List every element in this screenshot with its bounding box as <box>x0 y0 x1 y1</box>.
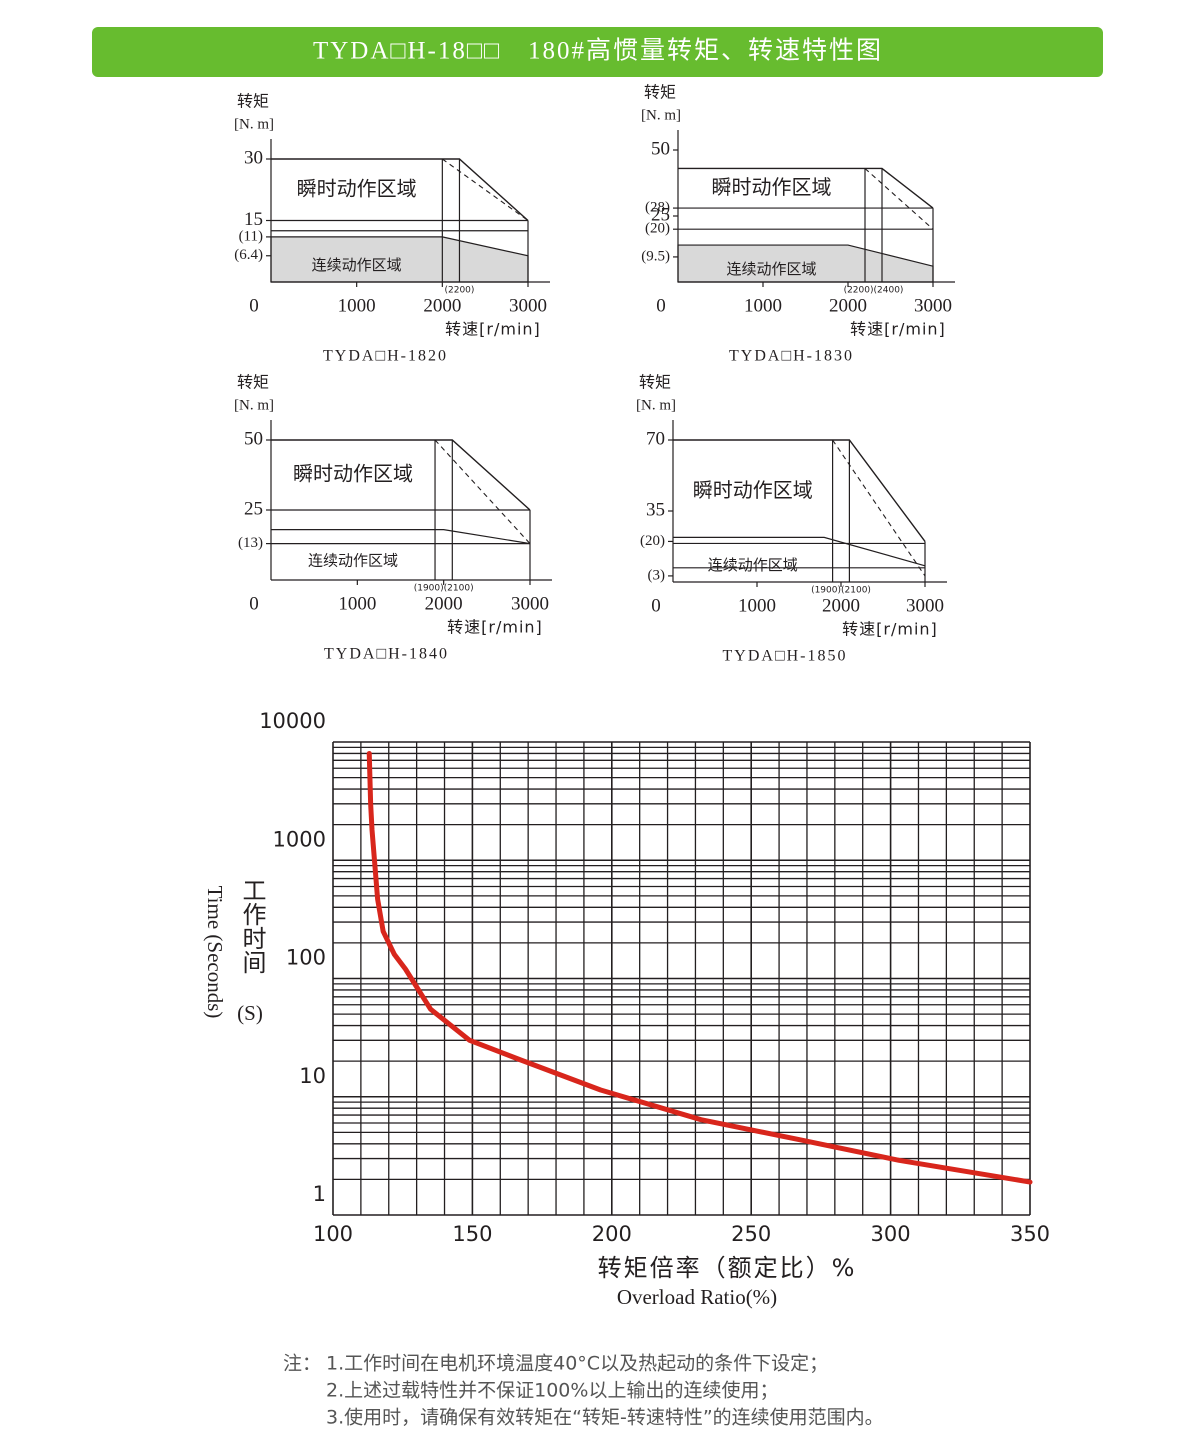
speed-label: (2400) <box>874 286 904 296</box>
x-tick-label: 3000 <box>511 593 549 614</box>
instant-label: 瞬时动作区域 <box>297 176 417 200</box>
x-axis-label: 转速[r/min] <box>445 320 541 339</box>
model-label: TYDA□H-1820 <box>323 348 448 365</box>
x-axis-label: 转速[r/min] <box>842 620 938 639</box>
x-tick-label: 0 <box>656 295 666 316</box>
y-tick-label: 50 <box>651 138 670 159</box>
dashed-line <box>434 439 531 544</box>
notes-label: 注： <box>283 1353 321 1375</box>
y-axis-label: Time (Seconds) <box>203 886 227 1019</box>
y-tick-label: (20) <box>645 221 670 237</box>
x-tick-label: 3000 <box>914 295 952 316</box>
model-label: TYDA□H-1830 <box>729 348 854 365</box>
y-axis-unit: [N. m] <box>234 397 274 413</box>
x-tick-label: 200 <box>592 1222 632 1246</box>
y-tick-label: 100 <box>286 946 326 970</box>
continuous-line <box>271 528 531 545</box>
y-axis-unit: [N. m] <box>234 116 274 132</box>
x-tick-label: 1000 <box>738 595 776 616</box>
speed-label: (2100) <box>444 584 474 594</box>
continuous-label: 连续动作区域 <box>308 551 398 569</box>
instant-label: 瞬时动作区域 <box>693 478 813 502</box>
speed-label: (2100) <box>841 586 871 596</box>
speed-label: (2200) <box>444 286 474 296</box>
x-axis-label: 转速[r/min] <box>447 618 543 637</box>
continuous-label: 连续动作区域 <box>708 556 798 574</box>
x-tick-label: 350 <box>1010 1222 1050 1246</box>
note: 2.上述过载特性并不保证100%以上输出的连续使用； <box>326 1380 778 1402</box>
x-axis-label: 转速[r/min] <box>850 320 946 339</box>
y-tick-label: 10000 <box>259 709 326 733</box>
y-tick-label: (11) <box>239 228 263 244</box>
y-tick-label: (6.4) <box>234 247 263 263</box>
x-tick-label: 1000 <box>338 593 376 614</box>
speed-label: (1900) <box>414 584 444 594</box>
y-tick-label: 70 <box>646 428 665 449</box>
x-tick-label: 2000 <box>423 295 461 316</box>
y-tick-label: 25 <box>244 498 263 519</box>
y-axis-unit: (S) <box>237 1001 263 1025</box>
x-tick-label: 3000 <box>906 595 944 616</box>
y-axis-label: 转矩 <box>237 373 269 392</box>
x-tick-label: 1000 <box>338 295 376 316</box>
x-tick-label: 300 <box>871 1222 911 1246</box>
dashed-line <box>832 439 926 577</box>
instant-label: 瞬时动作区域 <box>293 462 413 486</box>
y-tick-label: 25 <box>651 204 670 225</box>
speed-label: (2200) <box>844 286 874 296</box>
y-tick-label: 15 <box>244 209 263 230</box>
x-axis-label: 转矩倍率（额定比）% <box>598 1254 857 1282</box>
x-tick-label: 1000 <box>744 295 782 316</box>
y-tick-label: 1000 <box>273 827 326 851</box>
continuous-label: 连续动作区域 <box>312 256 402 274</box>
continuous-line <box>673 536 926 567</box>
header-title: TYDA□H-18□□ 180#高惯量转矩、转速特性图 <box>313 37 883 65</box>
overload-curve <box>366 750 1033 1185</box>
continuous-label: 连续动作区域 <box>726 260 816 278</box>
y-tick-label: (20) <box>640 533 665 549</box>
x-tick-label: 2000 <box>829 295 867 316</box>
dashed-line <box>864 168 934 230</box>
y-tick-label: (9.5) <box>641 248 670 264</box>
x-tick-label: 0 <box>249 295 259 316</box>
x-tick-label: 2000 <box>425 593 463 614</box>
model-label: TYDA□H-1840 <box>324 646 449 663</box>
y-tick-label: 50 <box>244 428 263 449</box>
y-axis-unit: [N. m] <box>641 107 681 123</box>
x-tick-label: 100 <box>313 1222 353 1246</box>
y-tick-label: (13) <box>238 535 263 551</box>
dashed-line <box>442 158 529 221</box>
note: 3.使用时，请确保有效转矩在“转矩-转速特性”的连续使用范围内。 <box>326 1407 884 1429</box>
y-tick-label: 35 <box>646 499 665 520</box>
speed-label: (1900) <box>811 586 841 596</box>
y-axis-label: 转矩 <box>644 83 676 102</box>
note: 1.工作时间在电机环境温度40°C以及热起动的条件下设定； <box>326 1353 828 1375</box>
x-tick-label: 250 <box>731 1222 771 1246</box>
x-tick-label: 0 <box>651 595 661 616</box>
y-tick-label: (28) <box>645 200 670 216</box>
y-axis-label: 转矩 <box>237 92 269 111</box>
y-axis-unit: [N. m] <box>636 397 676 413</box>
y-tick-label: 30 <box>244 147 263 168</box>
x-axis-label-en: Overload Ratio(%) <box>617 1285 777 1309</box>
model-label: TYDA□H-1850 <box>723 648 848 665</box>
y-tick-label: 10 <box>299 1064 326 1088</box>
x-tick-label: 150 <box>452 1222 492 1246</box>
x-tick-label: 3000 <box>509 295 547 316</box>
y-tick-label: (3) <box>648 567 666 583</box>
x-tick-label: 2000 <box>822 595 860 616</box>
header-bar <box>92 27 1103 77</box>
y-axis-label-cn: 工作时间 <box>238 878 266 974</box>
instant-label: 瞬时动作区域 <box>712 175 832 199</box>
y-tick-label: 1 <box>313 1182 326 1206</box>
y-axis-label: 转矩 <box>639 373 671 392</box>
x-tick-label: 0 <box>249 593 259 614</box>
